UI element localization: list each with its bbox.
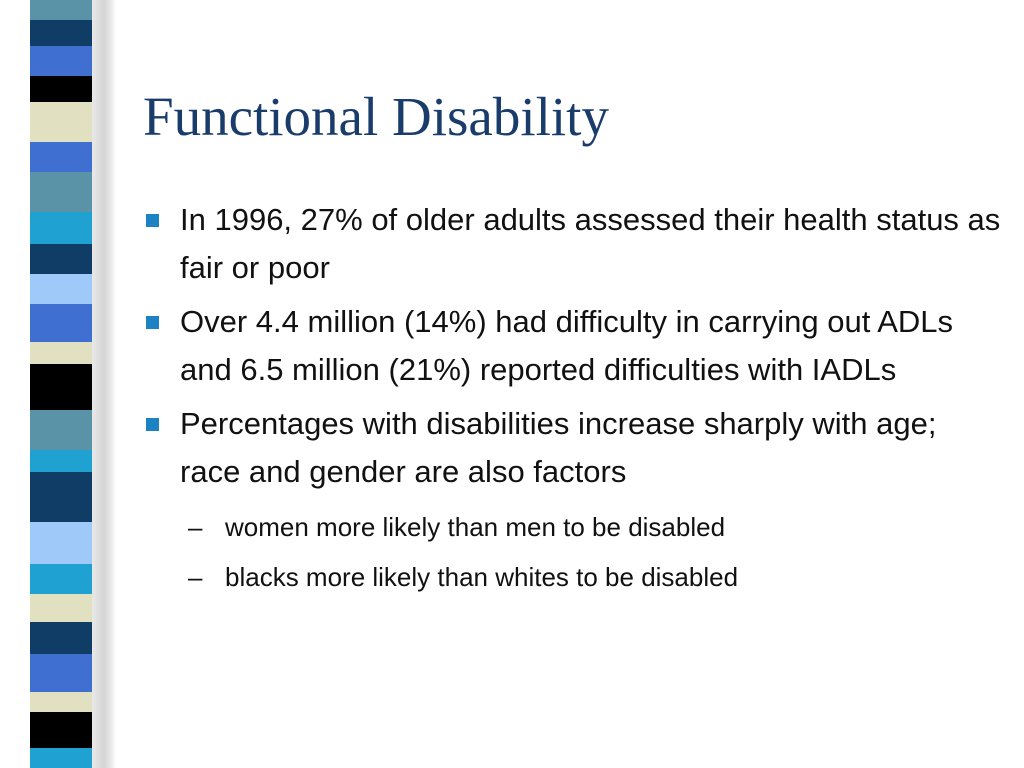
- bullet-text: In 1996, 27% of older adults assessed th…: [180, 202, 1001, 285]
- bullet-item: Over 4.4 million (14%) had difficulty in…: [143, 298, 1003, 394]
- stripe-band: [30, 692, 92, 712]
- stripe-band: [30, 654, 92, 692]
- bullet-item: Percentages with disabilities increase s…: [143, 400, 1003, 602]
- square-bullet-icon: [146, 214, 159, 227]
- stripe-band: [30, 410, 92, 450]
- stripe-band: [30, 712, 92, 748]
- stripe-band: [30, 450, 92, 472]
- bullet-item: In 1996, 27% of older adults assessed th…: [143, 196, 1003, 292]
- stripe-band: [30, 172, 92, 212]
- stripe-band: [30, 522, 92, 564]
- stripe-band: [30, 274, 92, 304]
- sub-bullet-text: blacks more likely than whites to be dis…: [225, 562, 739, 592]
- stripe-band: [30, 622, 92, 654]
- sub-bullet-item: – blacks more likely than whites to be d…: [180, 552, 1003, 602]
- dash-bullet-icon: –: [188, 512, 203, 542]
- stripe-band: [30, 342, 92, 364]
- stripe-band: [30, 76, 92, 102]
- square-bullet-icon: [146, 316, 159, 329]
- stripe-band: [30, 472, 92, 522]
- dash-bullet-icon: –: [188, 562, 203, 592]
- sub-bullet-item: – women more likely than men to be disab…: [180, 502, 1003, 552]
- decorative-stripe: [30, 0, 92, 768]
- stripe-band: [30, 594, 92, 622]
- stripe-band: [30, 102, 92, 142]
- stripe-band: [30, 244, 92, 274]
- sub-bullet-text: women more likely than men to be disable…: [225, 512, 726, 542]
- sub-bullet-list: – women more likely than men to be disab…: [180, 502, 1003, 602]
- stripe-band: [30, 212, 92, 244]
- bullet-text: Over 4.4 million (14%) had difficulty in…: [180, 304, 954, 387]
- slide-title: Functional Disability: [143, 86, 609, 147]
- stripe-band: [30, 142, 92, 172]
- stripe-band: [30, 304, 92, 342]
- square-bullet-icon: [146, 418, 159, 431]
- stripe-band: [30, 748, 92, 768]
- bullet-text: Percentages with disabilities increase s…: [180, 406, 937, 489]
- bullet-list: In 1996, 27% of older adults assessed th…: [143, 196, 1003, 608]
- stripe-band: [30, 564, 92, 594]
- stripe-band: [30, 0, 92, 20]
- stripe-band: [30, 46, 92, 76]
- stripe-band: [30, 364, 92, 410]
- stripe-band: [30, 20, 92, 46]
